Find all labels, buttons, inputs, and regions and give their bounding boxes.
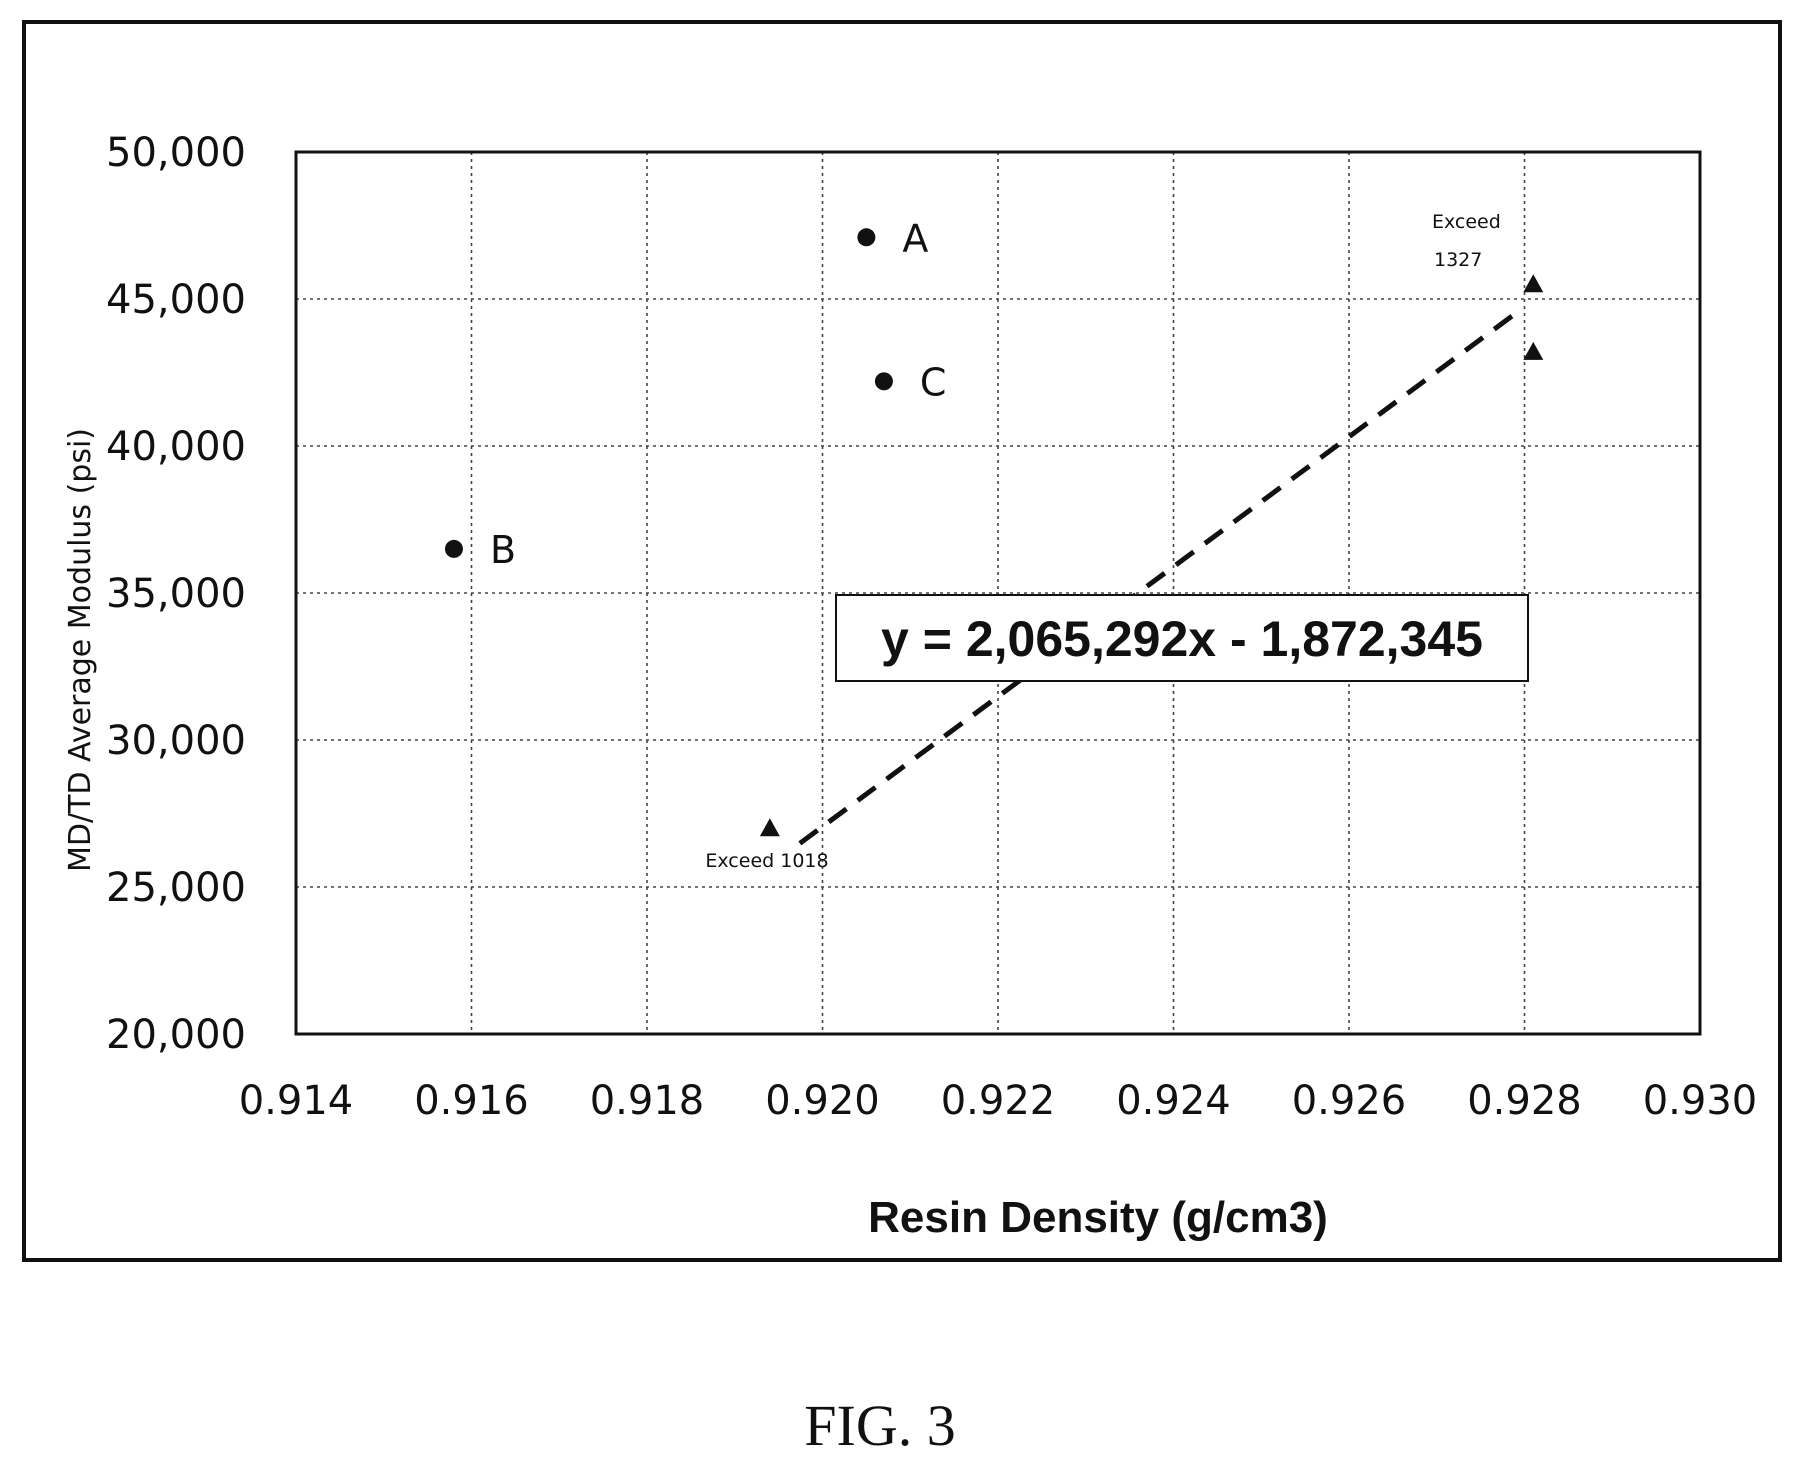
grid-lines: [296, 152, 1700, 1034]
data-point-circle: [444, 539, 463, 558]
trendline: [798, 313, 1515, 846]
y-axis-title: MD/TD Average Modulus (psi): [63, 428, 98, 872]
data-point-triangle: [1523, 341, 1544, 360]
x-axis-title: Resin Density (g/cm3): [868, 1193, 1328, 1242]
y-tick-label: 40,000: [106, 424, 246, 470]
data-point-triangle: [1523, 274, 1544, 293]
x-axis-ticks: 0.914 0.916 0.918 0.920 0.922 0.924 0.926 0.928…: [239, 1078, 1758, 1124]
x-tick-label: 0.916: [414, 1078, 529, 1124]
x-tick-label: 0.914: [239, 1078, 354, 1124]
trendline-layer: [798, 313, 1515, 846]
x-tick-label: 0.922: [941, 1078, 1056, 1124]
y-axis-ticks: 20,000 25,000 30,000 35,000 40,000 45,000 50,0…: [106, 130, 246, 1058]
point-label-c: C: [920, 360, 947, 404]
data-point-circle: [857, 228, 876, 247]
y-tick-label: 50,000: [106, 130, 246, 176]
x-tick-label: 0.924: [1116, 1078, 1231, 1124]
equation-box: [835, 594, 1529, 682]
y-tick-label: 20,000: [106, 1012, 246, 1058]
annotation-exceed-1327-line2: 1327: [1434, 249, 1482, 271]
plot-area: [294, 150, 1702, 1036]
annotation-exceed-1018: Exceed 1018: [705, 850, 828, 872]
y-tick-label: 25,000: [106, 865, 246, 911]
x-tick-label: 0.930: [1643, 1078, 1758, 1124]
x-tick-label: 0.918: [590, 1078, 705, 1124]
x-tick-label: 0.926: [1292, 1078, 1407, 1124]
data-point-triangle: [759, 818, 780, 837]
data-point-circle: [874, 372, 893, 391]
data-points: A B C: [444, 216, 1544, 837]
figure-caption: FIG. 3: [804, 1393, 955, 1458]
y-tick-label: 35,000: [106, 571, 246, 617]
y-tick-label: 45,000: [106, 277, 246, 323]
trendline-equation: y = 2,065,292x - 1,872,345: [881, 611, 1483, 667]
figure-border: [22, 20, 1782, 1262]
y-tick-label: 30,000: [106, 718, 246, 764]
x-tick-label: 0.920: [765, 1078, 880, 1124]
point-label-b: B: [490, 528, 516, 572]
x-tick-label: 0.928: [1467, 1078, 1582, 1124]
point-label-a: A: [902, 216, 928, 260]
annotation-exceed-1327-line1: Exceed: [1432, 211, 1501, 233]
